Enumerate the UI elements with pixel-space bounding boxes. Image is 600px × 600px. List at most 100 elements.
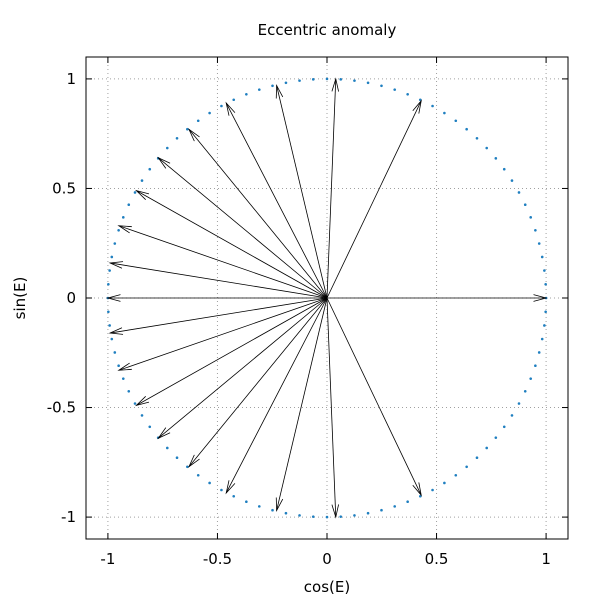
circle-point [543,324,546,327]
vector-arrow [108,297,328,335]
vector-arrow [187,128,328,299]
circle-point [140,414,144,417]
circle-point [113,351,117,354]
vector-arrow [225,297,328,495]
circle-point [271,84,274,88]
x-tick-label: -1 [100,550,115,568]
circle-point [406,500,409,504]
y-tick-label: 0 [66,289,76,307]
circle-point [148,167,152,171]
circle-point [232,98,236,102]
x-tick-label: 0 [322,550,332,568]
circle-point [257,505,261,508]
circle-point [175,136,179,140]
circle-point [108,324,111,327]
chart-title: Eccentric anomaly [258,21,397,39]
circle-point [196,119,200,123]
circle-point [257,88,261,91]
circle-point [534,364,537,368]
circle-point [523,389,527,393]
vector-arrow [157,156,328,299]
vector-arrow [326,297,422,497]
circle-point [208,481,211,485]
circle-point [465,127,468,131]
circle-point [196,473,200,477]
circle-point [220,488,223,492]
circle-point [186,465,189,469]
y-tick-label: 0.5 [52,179,76,197]
vector-arrow [326,99,422,299]
vector-arrow [135,297,328,407]
vector-arrow [106,294,327,302]
circle-point [245,92,248,96]
vector-arrow [275,297,328,513]
x-tick-label: 1 [541,550,551,568]
circle-point [529,216,533,219]
circle-point [165,446,169,450]
vector-arrow [187,297,328,468]
circle-point [113,242,117,245]
circle-point [311,78,315,81]
circle-point [443,111,446,115]
circle-point [431,104,434,108]
circle-point [110,337,114,341]
circle-point [148,425,152,429]
y-tick-label: -0.5 [47,399,76,417]
vector-arrow [326,77,339,299]
circle-point [534,228,537,232]
circle-point [271,508,274,512]
circle-point [325,515,329,519]
circle-point [529,377,533,380]
circle-point [475,136,479,140]
vector-arrow [157,297,328,440]
circle-point [485,446,489,450]
circle-point [454,119,458,123]
circle-point [510,179,514,182]
circle-point [393,505,397,508]
x-tick-label: 0.5 [425,550,449,568]
vector-arrow [275,83,328,299]
circle-point [339,515,343,518]
circle-point [485,146,489,150]
circle-point [443,481,446,485]
y-tick-label: 1 [66,70,76,88]
circle-point [540,337,544,341]
circle-point [284,81,288,85]
circle-point [121,377,125,380]
circle-point [465,465,468,469]
circle-point [523,203,527,207]
vector-arrow [135,189,328,299]
y-tick-label: -1 [61,508,76,526]
vector-arrow [117,225,328,299]
circle-point [117,228,120,232]
vector-arrow [117,297,328,371]
circle-point [121,216,125,219]
circle-point [110,255,114,259]
circle-point [298,514,301,517]
circle-point [406,92,409,96]
circle-point [380,508,383,512]
circle-point [127,389,131,393]
vector-arrow [326,297,339,519]
circle-point [517,191,521,194]
circle-point [245,500,248,504]
circle-point [107,282,110,286]
circle-point [366,511,370,515]
circle-point [543,269,546,272]
anomaly-vectors [106,77,548,519]
circle-point [418,494,422,498]
x-axis-label: cos(E) [304,578,350,596]
vector-arrow [108,261,328,299]
circle-point [537,351,541,354]
circle-point [454,473,458,477]
circle-point [366,81,370,85]
circle-point [540,255,544,259]
circle-point [380,84,383,88]
circle-point [107,310,110,314]
circle-point [544,310,547,314]
circle-point [353,79,356,82]
circle-point [220,104,223,108]
circle-point [502,167,506,171]
circle-point [208,111,211,115]
circle-point [517,402,521,405]
